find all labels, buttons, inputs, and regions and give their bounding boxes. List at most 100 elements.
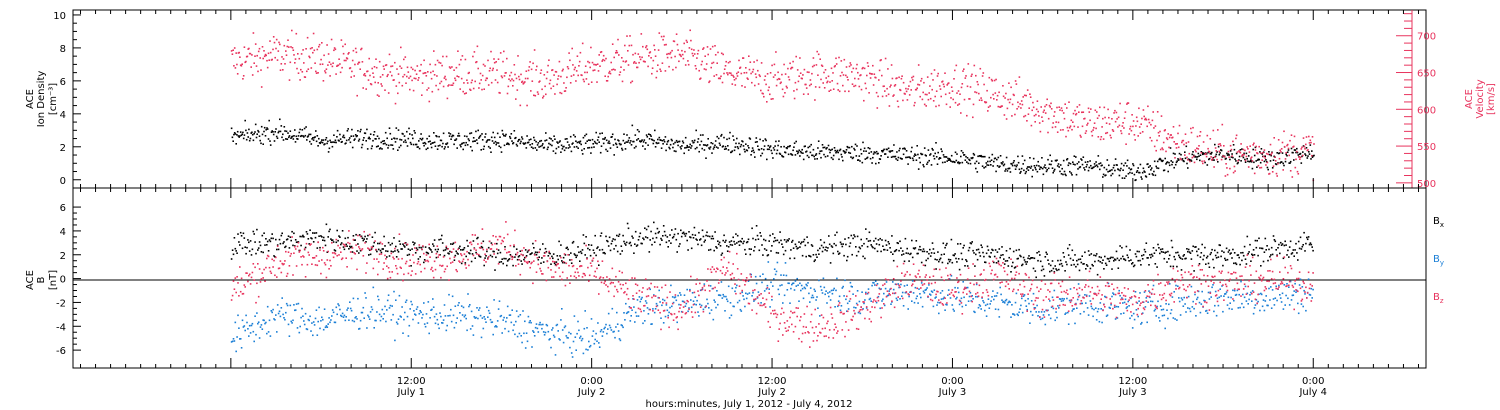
by-point xyxy=(520,335,522,337)
density-point xyxy=(950,160,952,162)
by-point xyxy=(237,314,239,317)
velocity-point xyxy=(849,62,852,64)
density-point xyxy=(303,136,305,138)
bx-point xyxy=(842,243,844,245)
velocity-point xyxy=(651,72,653,75)
bx-point xyxy=(1145,242,1148,244)
bx-point xyxy=(323,239,326,242)
by-point xyxy=(812,296,815,299)
bx-point xyxy=(564,254,567,256)
bx-point xyxy=(338,235,340,237)
density-point xyxy=(969,162,972,165)
bx-point xyxy=(918,248,920,251)
density-point xyxy=(669,147,671,150)
density-point xyxy=(817,140,820,142)
velocity-point xyxy=(461,55,464,57)
density-point xyxy=(912,159,915,162)
density-point xyxy=(1072,161,1074,163)
by-point xyxy=(828,295,830,298)
density-point xyxy=(245,129,247,132)
density-point xyxy=(1261,153,1263,155)
density-point xyxy=(646,136,649,138)
density-point xyxy=(1045,170,1048,173)
by-point xyxy=(558,338,560,340)
velocity-point xyxy=(318,43,321,46)
by-point xyxy=(306,328,309,331)
bx-point xyxy=(779,231,781,233)
density-point xyxy=(1090,164,1092,167)
bx-point xyxy=(819,239,822,241)
density-point xyxy=(539,140,541,143)
velocity-point xyxy=(417,79,419,81)
density-point xyxy=(1041,157,1043,159)
velocity-point xyxy=(881,74,883,77)
velocity-point xyxy=(980,97,982,99)
velocity-point xyxy=(456,75,458,77)
bx-point xyxy=(568,254,570,256)
density-point xyxy=(238,136,240,138)
velocity-point xyxy=(1160,115,1163,117)
velocity-point xyxy=(766,101,768,103)
velocity-point xyxy=(715,74,718,76)
density-point xyxy=(1098,163,1100,165)
velocity-point xyxy=(792,60,794,63)
velocity-point xyxy=(1108,116,1110,119)
bx-point xyxy=(551,255,553,258)
bx-point xyxy=(279,242,282,245)
density-point xyxy=(468,139,470,142)
by-point xyxy=(245,314,247,317)
bx-point xyxy=(745,241,748,244)
bx-point xyxy=(859,247,862,250)
velocity-point xyxy=(958,103,961,105)
velocity-point xyxy=(255,65,258,67)
velocity-point xyxy=(868,92,870,94)
density-point xyxy=(769,145,772,147)
density-point xyxy=(481,139,484,141)
density-point xyxy=(1038,168,1041,170)
density-point xyxy=(1029,167,1032,169)
density-point xyxy=(248,139,251,142)
velocity-point xyxy=(549,79,552,82)
density-point xyxy=(1141,178,1143,180)
velocity-point xyxy=(242,75,245,77)
velocity-point xyxy=(843,58,846,61)
bx-point xyxy=(1074,254,1076,256)
density-point xyxy=(540,139,543,142)
velocity-point xyxy=(1093,122,1096,124)
velocity-point xyxy=(572,74,575,76)
velocity-point xyxy=(798,75,800,77)
bx-point xyxy=(650,230,652,233)
density-point xyxy=(1257,158,1260,161)
velocity-point xyxy=(1226,173,1229,176)
density-point xyxy=(672,143,675,145)
bx-point xyxy=(429,248,431,250)
density-point xyxy=(580,143,582,146)
velocity-point xyxy=(463,92,466,95)
velocity-point xyxy=(1249,145,1251,147)
by-point xyxy=(560,319,562,321)
bx-point xyxy=(891,235,893,237)
density-point xyxy=(1142,167,1145,170)
bx-point xyxy=(409,249,411,251)
bx-point xyxy=(1052,267,1055,270)
density-point xyxy=(1000,162,1003,164)
density-point xyxy=(627,139,630,142)
by-point xyxy=(254,315,256,317)
by-point xyxy=(750,273,752,276)
velocity-point xyxy=(1033,114,1036,117)
density-point xyxy=(290,137,292,139)
velocity-point xyxy=(1040,106,1042,108)
velocity-point xyxy=(1187,141,1190,143)
velocity-point xyxy=(954,101,957,104)
bx-point xyxy=(747,238,750,241)
by-point xyxy=(422,313,424,316)
velocity-point xyxy=(557,78,559,80)
velocity-point xyxy=(732,74,734,77)
density-point xyxy=(354,134,357,136)
density-point xyxy=(1153,160,1156,163)
bx-point xyxy=(305,231,308,233)
velocity-point xyxy=(599,65,601,67)
by-point xyxy=(567,337,569,339)
density-point xyxy=(452,134,455,137)
by-point xyxy=(312,321,315,323)
